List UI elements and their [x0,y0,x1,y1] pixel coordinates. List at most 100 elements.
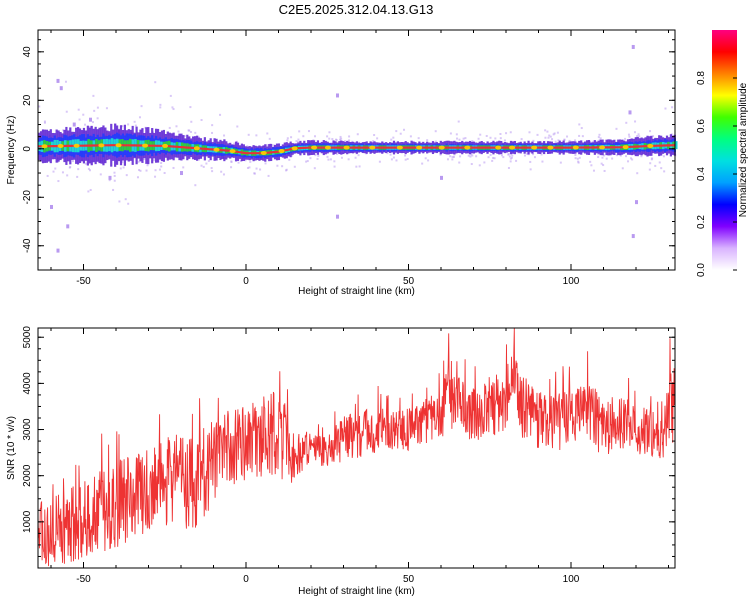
spectrogram-speckle [328,131,331,134]
spectrogram-speckle [651,135,654,138]
spectrogram-speckle [649,130,652,133]
spectrogram-speckle [266,132,269,135]
spectrogram-speckle [78,118,81,121]
spectrogram-outlier [635,200,638,205]
spectrogram-speckle [56,160,59,163]
spectrogram-speckle [597,140,600,143]
spectrogram-speckle [38,105,41,108]
spectrogram-speckle [309,157,312,160]
spectrogram-speckle [121,161,124,164]
spectrogram-speckle [62,129,65,132]
spectrogram-x-tick-label: -50 [76,276,91,287]
spectrogram-speckle [172,108,175,111]
spectrogram-speckle [69,166,72,169]
spectrogram-speckle [71,160,74,163]
spectrogram-outlier [66,224,70,229]
spectrogram-hotspot [193,146,200,151]
spectrogram-speckle [266,144,269,147]
spectrogram-speckle [333,165,336,168]
spectrogram-speckle [339,135,342,138]
spectrogram-speckle [88,126,91,129]
spectrogram-speckle [417,137,420,140]
spectrogram-y-tick-label: 20 [22,94,33,106]
spectrogram-hotspot [142,143,149,148]
spectrogram-speckle [268,137,271,140]
spectrogram-speckle [508,155,511,158]
spectrogram-speckle [200,119,203,122]
spectrogram-speckle [246,145,249,148]
spectrogram-speckle [507,153,510,156]
spectrogram-hotspot [599,145,606,150]
spectrogram-speckle [286,137,289,140]
spectrogram-speckle [159,103,162,106]
spectrogram-speckle [664,107,667,110]
spectrogram-speckle [621,167,624,170]
spectrogram-speckle [317,154,320,157]
spectrogram-outlier [628,110,632,115]
spectrogram-speckle [439,153,442,156]
spectrogram-speckle [108,179,111,182]
spectrogram-speckle [339,138,342,141]
colorbar-tick-label: 0.8 [696,71,707,85]
spectrogram-speckle [399,132,402,135]
spectrogram-speckle [87,190,90,193]
spectrogram-speckle [335,153,338,156]
spectrogram-speckle [424,157,427,160]
spectrogram-speckle [434,130,437,133]
spectrogram-speckle [160,165,163,168]
spectrogram-speckle [619,154,622,157]
spectrogram-hotspot [311,145,318,150]
spectrogram-speckle [576,157,579,160]
spectrogram-speckle [627,160,630,163]
spectrogram-speckle [533,156,536,159]
spectrogram-speckle [255,134,258,137]
spectrogram-speckle [194,184,197,187]
spectrogram-speckle [395,130,398,133]
colorbar-tick-label: 0.4 [696,167,707,181]
colorbar-label: Normalized spectral amplitude [738,82,749,217]
spectrogram-speckle [601,156,604,159]
spectrogram-hotspot [229,149,236,154]
spectrogram-speckle [453,153,456,156]
spectrogram-speckle [648,168,651,171]
spectrogram-speckle [96,117,99,120]
spectrogram-speckle [171,106,174,109]
spectrogram-speckle [568,139,571,142]
spectrogram-speckle [515,159,518,162]
spectrogram-hotspot [324,145,331,150]
spectrogram-outlier [631,234,635,239]
spectrogram-speckle [119,167,122,170]
spectrogram-speckle [99,173,102,176]
spectrogram-speckle [547,136,550,139]
spectrogram-speckle [160,162,163,165]
spectrogram-y-tick-label: -20 [22,190,33,205]
spectrogram-hotspot [438,145,445,150]
spectrogram-outlier [56,78,60,83]
colorbar-tick-label: 0.0 [696,263,707,277]
spectrogram-speckle [390,138,393,141]
spectrogram-speckle [544,129,547,132]
spectrogram-speckle [220,170,223,173]
spectrogram-speckle [456,137,459,140]
spectrogram-speckle [499,137,502,140]
spectrogram-speckle [163,171,166,174]
spectrogram-speckle [452,155,455,158]
spectrogram-speckle [177,130,180,133]
spectrogram-speckle [615,127,618,130]
spectrogram-speckle [654,164,657,167]
spectrogram-speckle [255,167,258,170]
spectrogram-speckle [446,158,449,161]
spectrogram-speckle [378,160,381,163]
spectrogram-speckle [526,152,529,155]
spectrogram-speckle [511,154,514,157]
spectrogram-speckle [492,156,495,159]
spectrogram-speckle [580,127,583,130]
spectrogram-speckle [290,154,293,157]
spectrogram-y-tick-label: 40 [22,46,33,58]
spectrogram-speckle [520,138,523,141]
spectrogram-speckle [88,169,91,172]
spectrogram-speckle [455,133,458,136]
spectrogram-hotspot [531,145,538,150]
snr-y-axis-label: SNR (10 * v/v) [6,416,17,480]
